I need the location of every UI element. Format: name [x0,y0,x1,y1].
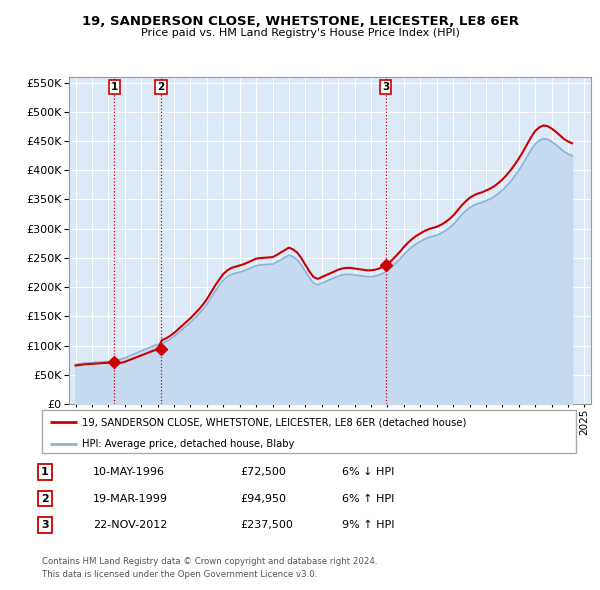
Text: This data is licensed under the Open Government Licence v3.0.: This data is licensed under the Open Gov… [42,571,317,579]
Text: 1: 1 [110,81,118,91]
FancyBboxPatch shape [42,410,576,453]
Text: 9% ↑ HPI: 9% ↑ HPI [342,520,395,530]
Text: 1: 1 [41,467,49,477]
Text: 19-MAR-1999: 19-MAR-1999 [93,494,168,503]
Text: 2: 2 [41,494,49,503]
Text: £237,500: £237,500 [240,520,293,530]
Text: 22-NOV-2012: 22-NOV-2012 [93,520,167,530]
Text: Price paid vs. HM Land Registry's House Price Index (HPI): Price paid vs. HM Land Registry's House … [140,28,460,38]
Text: Contains HM Land Registry data © Crown copyright and database right 2024.: Contains HM Land Registry data © Crown c… [42,558,377,566]
Text: 3: 3 [382,81,389,91]
Text: HPI: Average price, detached house, Blaby: HPI: Average price, detached house, Blab… [82,438,295,448]
Text: 10-MAY-1996: 10-MAY-1996 [93,467,165,477]
Text: £72,500: £72,500 [240,467,286,477]
Text: 19, SANDERSON CLOSE, WHETSTONE, LEICESTER, LE8 6ER (detached house): 19, SANDERSON CLOSE, WHETSTONE, LEICESTE… [82,417,466,427]
Text: 19, SANDERSON CLOSE, WHETSTONE, LEICESTER, LE8 6ER: 19, SANDERSON CLOSE, WHETSTONE, LEICESTE… [82,15,518,28]
Text: 6% ↑ HPI: 6% ↑ HPI [342,494,394,503]
Text: 2: 2 [157,81,165,91]
Text: 6% ↓ HPI: 6% ↓ HPI [342,467,394,477]
Text: £94,950: £94,950 [240,494,286,503]
Text: 3: 3 [41,520,49,530]
